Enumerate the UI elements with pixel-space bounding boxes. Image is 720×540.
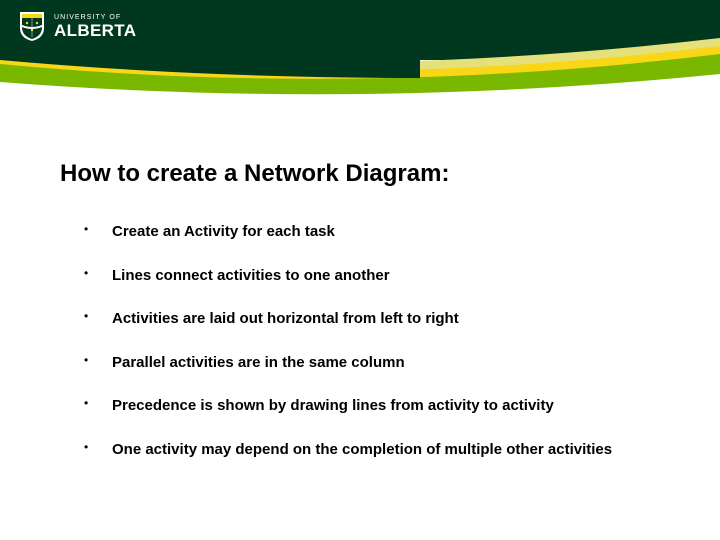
shield-icon [18,10,46,42]
bullet-item: Activities are laid out horizontal from … [84,309,660,329]
bullet-list: Create an Activity for each task Lines c… [60,222,660,459]
bullet-item: One activity may depend on the completio… [84,440,660,460]
bullet-item: Lines connect activities to one another [84,266,660,286]
bullet-item: Precedence is shown by drawing lines fro… [84,396,660,416]
logo-text: UNIVERSITY OF ALBERTA [54,14,136,39]
header-band: UNIVERSITY OF ALBERTA [0,0,720,93]
logo-small-label: UNIVERSITY OF [54,14,136,21]
slide: UNIVERSITY OF ALBERTA How to create a Ne… [0,0,720,540]
bullet-item: Create an Activity for each task [84,222,660,242]
logo-name: ALBERTA [54,22,136,39]
bullet-item: Parallel activities are in the same colu… [84,353,660,373]
slide-content: How to create a Network Diagram: Create … [60,160,660,483]
slide-title: How to create a Network Diagram: [60,160,660,188]
university-logo: UNIVERSITY OF ALBERTA [18,10,136,42]
header-swoosh [0,32,720,102]
